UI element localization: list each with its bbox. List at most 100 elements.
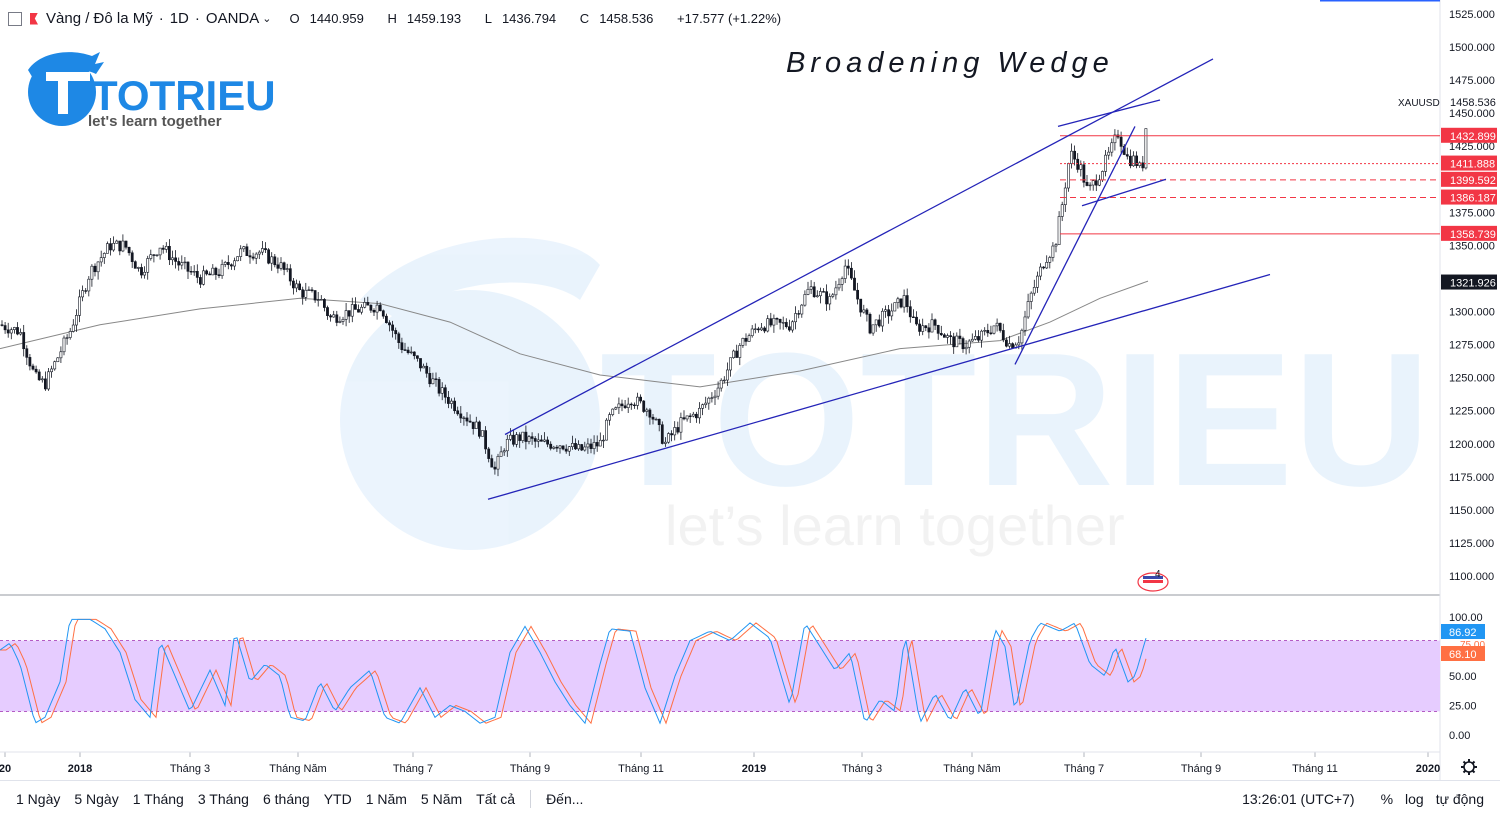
price-tick-label: 1275.000: [1449, 340, 1495, 352]
candle-body: [335, 314, 339, 323]
trendline[interactable]: [1014, 126, 1136, 365]
candle-body: [230, 264, 233, 267]
stochastic-value-label: [1441, 624, 1485, 639]
candle-body: [62, 337, 66, 353]
log-toggle[interactable]: log: [1405, 791, 1424, 807]
candle-body: [205, 270, 209, 275]
symbol-name[interactable]: Vàng / Đô la Mỹ: [46, 10, 153, 27]
candle-body: [211, 267, 215, 276]
candle-body: [1048, 257, 1052, 263]
price-level-label: [1441, 127, 1497, 143]
price-tick-label: 1175.000: [1449, 472, 1494, 484]
candle-body: [849, 267, 853, 279]
candle-body: [127, 246, 131, 254]
candle-body: [68, 331, 72, 338]
percent-toggle[interactable]: %: [1380, 791, 1394, 807]
time-tick-label: 20: [0, 763, 11, 775]
candle-body: [353, 304, 357, 310]
candle-body: [264, 248, 267, 251]
candle-body: [267, 249, 271, 264]
candle-body: [248, 255, 252, 258]
candle-body: [357, 309, 360, 313]
trendline[interactable]: [1057, 99, 1161, 128]
candle-body: [567, 446, 571, 452]
candle-body: [366, 302, 370, 306]
price-tick-label: 1500.000: [1449, 42, 1495, 54]
price-axis[interactable]: 1525.000 1500.000 1475.000 1450.000 1425.000…: [1449, 9, 1495, 583]
trendline[interactable]: [487, 273, 1271, 500]
range-button[interactable]: YTD: [323, 791, 352, 807]
candle-body: [583, 446, 587, 451]
candle-body: [549, 443, 553, 449]
candle-body: [1054, 244, 1058, 247]
range-button[interactable]: 5 Ngày: [74, 791, 119, 807]
clock[interactable]: 13:26:01 (UTC+7): [1242, 791, 1355, 807]
candle-body: [512, 434, 515, 445]
interval[interactable]: 1D: [169, 10, 189, 27]
candle-body: [1045, 262, 1049, 269]
candle-body: [837, 283, 841, 289]
candle-body: [155, 254, 159, 256]
horizontal-levels[interactable]: XAUUSD 1458.536 1432.899 1411.888 1399.592 13…: [1060, 97, 1497, 290]
range-button[interactable]: 1 Tháng: [132, 791, 184, 807]
candle-body: [521, 431, 525, 441]
expand-icon[interactable]: [8, 11, 22, 26]
range-button[interactable]: 5 Năm: [420, 791, 463, 807]
time-axis[interactable]: 20 2018 Tháng 3 Tháng Năm Tháng 7 Tháng 9 Thán…: [0, 752, 1440, 775]
goto-button[interactable]: Đến...: [546, 791, 584, 807]
candle-body: [490, 458, 494, 468]
range-button[interactable]: 1 Ngày: [16, 791, 61, 807]
candle-body: [50, 368, 54, 373]
range-button[interactable]: Tất cả: [476, 791, 516, 807]
chevron-down-icon[interactable]: ⌄: [262, 13, 272, 25]
high-value: 1459.193: [406, 11, 462, 26]
candle-body: [431, 378, 435, 385]
candle-body: [344, 310, 348, 320]
candle-body: [329, 315, 333, 318]
exchange[interactable]: OANDA: [205, 10, 260, 27]
candle-body: [803, 294, 807, 306]
candle-body: [304, 289, 308, 298]
pattern-title[interactable]: Broadening Wedge: [786, 47, 1114, 79]
candle-body: [831, 294, 835, 297]
candle-body: [291, 280, 295, 289]
candle-body: [853, 277, 856, 291]
auto-toggle[interactable]: tự động: [1435, 791, 1484, 807]
flag-icon[interactable]: [30, 12, 38, 25]
candle-body: [998, 322, 1002, 331]
stochastic-band-label: 75.00: [1460, 640, 1485, 651]
range-button[interactable]: 1 Năm: [365, 791, 407, 807]
range-button[interactable]: 3 Tháng: [197, 791, 249, 807]
candle-body: [1036, 275, 1039, 288]
gear-icon[interactable]: [1461, 759, 1477, 775]
candle-body: [781, 322, 785, 324]
candle-body: [880, 310, 884, 327]
candle-body: [660, 424, 664, 444]
candle-body: [412, 351, 416, 357]
candle-body: [288, 268, 292, 282]
time-tick-label: 2020: [1416, 763, 1440, 775]
candle-body: [93, 265, 97, 273]
trendline[interactable]: [1081, 178, 1167, 207]
candle-body: [19, 332, 23, 335]
candle-body: [171, 257, 174, 261]
trendline[interactable]: [504, 58, 1214, 436]
candle-body: [896, 298, 900, 303]
price-tick-label: 1250.000: [1449, 373, 1495, 385]
trendlines[interactable]: [487, 58, 1271, 500]
candle-body: [825, 291, 829, 305]
candle-body: [415, 355, 419, 359]
symbol-label: XAUUSD: [1398, 98, 1440, 109]
event-marker[interactable]: 4: [1137, 569, 1169, 592]
candle-body: [574, 443, 577, 450]
candle-body: [877, 319, 881, 327]
candle-body: [778, 318, 782, 323]
candle-body: [474, 421, 478, 429]
candle-body: [964, 346, 968, 350]
candle-body: [174, 257, 178, 262]
candle-body: [598, 439, 602, 447]
candle-body: [384, 315, 388, 324]
range-button[interactable]: 6 tháng: [262, 791, 310, 807]
